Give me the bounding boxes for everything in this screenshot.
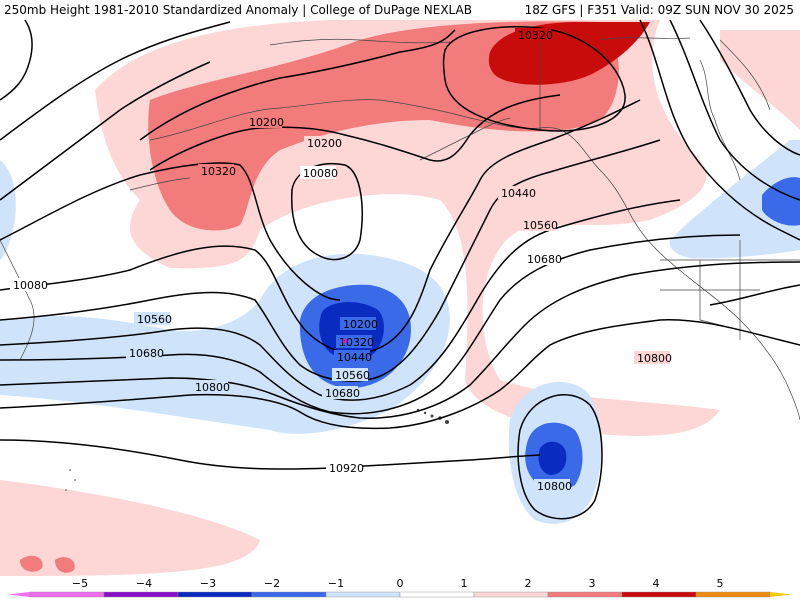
contour-label: 10440 xyxy=(501,187,536,200)
colorbar-tick-label: 4 xyxy=(653,577,660,590)
contour-labels: 10320 10200 10200 10320 10080 10440 1056… xyxy=(10,28,672,493)
colorbar-min-cap xyxy=(8,592,30,597)
map-title: 250mb Height 1981-2010 Standardized Anom… xyxy=(4,3,472,17)
contour-label: 10560 xyxy=(335,369,370,382)
low-center-marker xyxy=(342,338,348,344)
contour-label: 10440 xyxy=(337,351,372,364)
colorbar-segment xyxy=(473,591,549,598)
colorbar-tick-label: −4 xyxy=(136,577,152,590)
contour-label: 10080 xyxy=(303,167,338,180)
map-header: 250mb Height 1981-2010 Standardized Anom… xyxy=(0,0,800,18)
contour-label: 10680 xyxy=(129,347,164,360)
contour-label: 10560 xyxy=(523,219,558,232)
colorbar-segment xyxy=(621,591,697,598)
contour-label: 10800 xyxy=(195,381,230,394)
colorbar-tick-label: 0 xyxy=(397,577,404,590)
colorbar-segment xyxy=(325,591,401,598)
contour-label: 10800 xyxy=(537,480,572,493)
contour-label: 10920 xyxy=(329,462,364,475)
contour-label: 10080 xyxy=(13,279,48,292)
contour-label: 10800 xyxy=(637,352,672,365)
colorbar-tick-label: 5 xyxy=(717,577,724,590)
colorbar-segment xyxy=(29,591,105,598)
colorbar-tick-label: −3 xyxy=(200,577,216,590)
colorbar-segment xyxy=(177,591,253,598)
colorbar-segment xyxy=(399,591,475,598)
colorbar-tick-label: −2 xyxy=(264,577,280,590)
contour-label: 10200 xyxy=(343,318,378,331)
colorbar-tick-label: 3 xyxy=(589,577,596,590)
contour-label: 10560 xyxy=(137,313,172,326)
colorbar-tick-label: −1 xyxy=(328,577,344,590)
contour-label: 10320 xyxy=(201,165,236,178)
colorbar-tick-label: −5 xyxy=(72,577,88,590)
contour-label: 10320 xyxy=(518,29,553,42)
colorbar-segment xyxy=(547,591,623,598)
model-valid-time: 18Z GFS | F351 Valid: 09Z SUN NOV 30 202… xyxy=(524,3,794,17)
coastlines xyxy=(0,37,800,421)
contour-label: 10680 xyxy=(527,253,562,266)
height-contours xyxy=(0,19,800,520)
colorbar-max-cap xyxy=(770,592,792,597)
colorbar: −5 −4 −3 −2 −1 0 1 2 3 4 5 xyxy=(0,576,800,600)
contour-label: 10200 xyxy=(307,137,342,150)
contour-label: 10200 xyxy=(249,116,284,129)
contour-label: 10680 xyxy=(325,387,360,400)
colorbar-segment xyxy=(103,591,179,598)
colorbar-tick-label: 2 xyxy=(525,577,532,590)
colorbar-tick-label: 1 xyxy=(461,577,468,590)
colorbar-segment xyxy=(695,591,771,598)
contour-label: 10320 xyxy=(339,336,374,349)
colorbar-segment xyxy=(251,591,327,598)
